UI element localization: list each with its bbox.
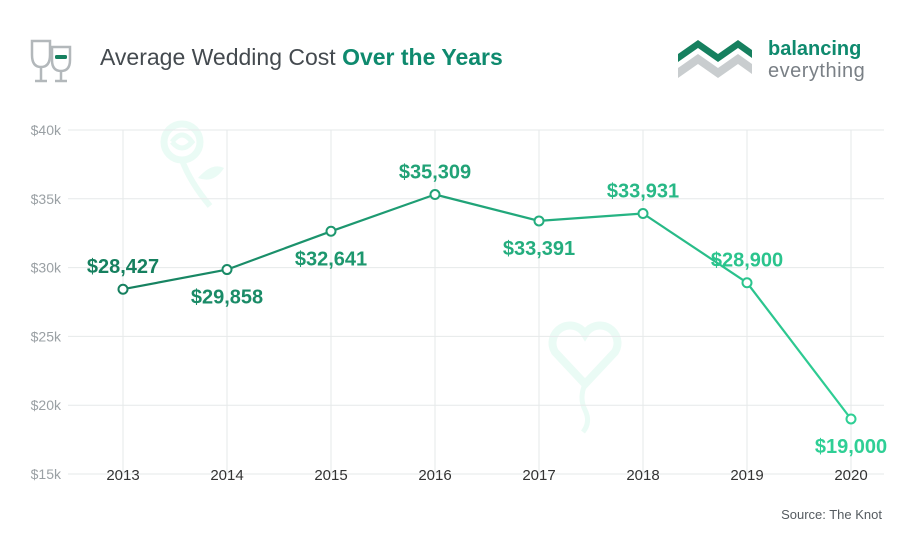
y-axis-ticks: $40k $35k $30k $25k $20k $15k (31, 122, 62, 482)
data-point (429, 189, 441, 201)
data-label: $33,931 (607, 181, 679, 203)
data-point (325, 225, 337, 237)
source-note: Source: The Knot (781, 507, 882, 522)
data-labels: $28,427 $29,858 $32,641 $35,309 $33,391 $33,9… (87, 162, 887, 458)
rose-watermark-icon (160, 120, 224, 208)
data-point (741, 277, 753, 289)
brand-line-2: everything (768, 60, 866, 82)
x-tick-label: 2016 (418, 467, 451, 484)
data-label: $35,309 (399, 162, 471, 184)
data-point (533, 215, 545, 227)
x-tick-label: 2017 (522, 467, 555, 484)
data-point (221, 264, 233, 276)
series-line (122, 193, 852, 420)
wine-glasses-icon (30, 39, 72, 83)
data-point (637, 208, 649, 220)
data-label: $32,641 (295, 248, 367, 270)
data-point (117, 283, 129, 295)
y-tick-label: $40k (31, 122, 62, 138)
balancing-everything-logo (678, 40, 752, 78)
title-prefix: Average Wedding Cost (100, 44, 336, 70)
grid-lines (68, 129, 884, 475)
chart-header: Average Wedding Cost Over the Years bala… (0, 0, 913, 110)
data-label: $28,427 (87, 256, 159, 278)
chart-title: Average Wedding Cost Over the Years (100, 44, 503, 71)
x-tick-label: 2014 (210, 467, 243, 484)
title-highlight: Over the Years (342, 44, 503, 70)
x-tick-label: 2020 (834, 467, 867, 484)
y-tick-label: $35k (31, 191, 62, 207)
x-axis-ticks: 2013 2014 2015 2016 2017 2018 2019 2020 (106, 467, 867, 484)
data-label: $33,391 (503, 238, 575, 260)
brand-line-1: balancing (768, 38, 862, 60)
decorative-watermarks (160, 120, 622, 434)
data-label: $19,000 (815, 436, 887, 458)
data-label: $28,900 (711, 250, 783, 272)
x-tick-label: 2019 (730, 467, 763, 484)
brand-name: balancing everything (768, 38, 865, 82)
heart-balloon-watermark-icon (548, 321, 622, 434)
x-tick-label: 2015 (314, 467, 347, 484)
y-tick-label: $25k (31, 328, 62, 344)
data-point (845, 413, 857, 425)
data-label: $29,858 (191, 287, 263, 309)
y-tick-label: $30k (31, 260, 62, 276)
data-points (117, 189, 857, 425)
y-tick-label: $20k (31, 397, 62, 413)
x-tick-label: 2018 (626, 467, 659, 484)
y-tick-label: $15k (31, 466, 62, 482)
x-tick-label: 2013 (106, 467, 139, 484)
